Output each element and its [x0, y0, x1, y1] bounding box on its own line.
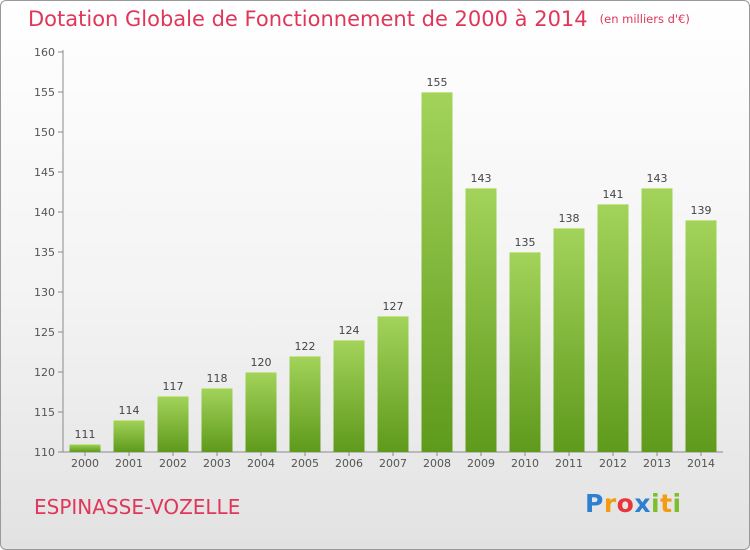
bar-value-label: 143 — [471, 172, 492, 185]
logo-letter: P — [585, 489, 604, 518]
y-tick-label: 125 — [34, 326, 55, 339]
x-tick-label: 2005 — [291, 457, 319, 470]
x-tick-label: 2012 — [599, 457, 627, 470]
bar-value-label: 141 — [603, 188, 624, 201]
bar — [465, 188, 497, 452]
bar-value-label: 135 — [515, 236, 536, 249]
labels: 111 2000 114 2001 117 2002 118 2003 120 2004 122 20… — [71, 76, 715, 470]
bar-value-label: 114 — [119, 404, 140, 417]
bar — [553, 228, 585, 452]
bars — [69, 92, 717, 452]
x-tick-label: 2008 — [423, 457, 451, 470]
x-tick-label: 2013 — [643, 457, 671, 470]
x-tick-label: 2004 — [247, 457, 275, 470]
bar — [641, 188, 673, 452]
bar-value-label: 127 — [383, 300, 404, 313]
logo-letter: x — [634, 489, 651, 518]
bar-value-label: 138 — [559, 212, 580, 225]
y-tick-label: 115 — [34, 406, 55, 419]
y-tick-label: 150 — [34, 126, 55, 139]
logo-letter: r — [603, 489, 617, 518]
logo-letter: t — [660, 489, 673, 518]
bar — [509, 252, 541, 452]
city-name: ESPINASSE-VOZELLE — [34, 495, 241, 519]
chart-unit: (en milliers d'€) — [599, 12, 690, 26]
bar-value-label: 155 — [427, 76, 448, 89]
bar — [245, 372, 277, 452]
bar — [113, 420, 145, 452]
y-tick-label: 140 — [34, 206, 55, 219]
bar-value-label: 124 — [339, 324, 360, 337]
bar — [377, 316, 409, 452]
y-tick-label: 155 — [34, 86, 55, 99]
y-tick-label: 135 — [34, 246, 55, 259]
bar — [685, 220, 717, 452]
logo-letter: i — [651, 489, 661, 518]
chart-title-text: Dotation Globale de Fonctionnement de 20… — [28, 7, 588, 31]
x-tick-label: 2007 — [379, 457, 407, 470]
bar — [201, 388, 233, 452]
x-tick-label: 2001 — [115, 457, 143, 470]
y-tick-label: 120 — [34, 366, 55, 379]
x-tick-label: 2006 — [335, 457, 363, 470]
bar-value-label: 143 — [647, 172, 668, 185]
bar — [333, 340, 365, 452]
y-tick-label: 110 — [34, 446, 55, 459]
y-tick-label: 160 — [34, 46, 55, 59]
bar-value-label: 122 — [295, 340, 316, 353]
x-tick-label: 2000 — [71, 457, 99, 470]
bar-value-label: 139 — [691, 204, 712, 217]
y-tick-label: 145 — [34, 166, 55, 179]
bar-value-label: 111 — [75, 428, 96, 441]
bar — [597, 204, 629, 452]
logo-letter: o — [616, 489, 635, 518]
bar — [289, 356, 321, 452]
logo-letter: i — [672, 489, 682, 518]
x-tick-label: 2014 — [687, 457, 715, 470]
bar-value-label: 118 — [207, 372, 228, 385]
chart-title: Dotation Globale de Fonctionnement de 20… — [28, 7, 690, 31]
bar — [69, 444, 101, 452]
bar — [421, 92, 453, 452]
x-tick-label: 2011 — [555, 457, 583, 470]
bar — [157, 396, 189, 452]
x-tick-label: 2002 — [159, 457, 187, 470]
y-tick-label: 130 — [34, 286, 55, 299]
axes: 110 115 120 125 130 135 140 145 150 155 160 — [34, 46, 723, 459]
x-tick-label: 2010 — [511, 457, 539, 470]
proxiti-logo[interactable]: Proxiti — [585, 489, 682, 518]
x-tick-label: 2009 — [467, 457, 495, 470]
x-tick-label: 2003 — [203, 457, 231, 470]
bar-value-label: 117 — [163, 380, 184, 393]
bar-value-label: 120 — [251, 356, 272, 369]
